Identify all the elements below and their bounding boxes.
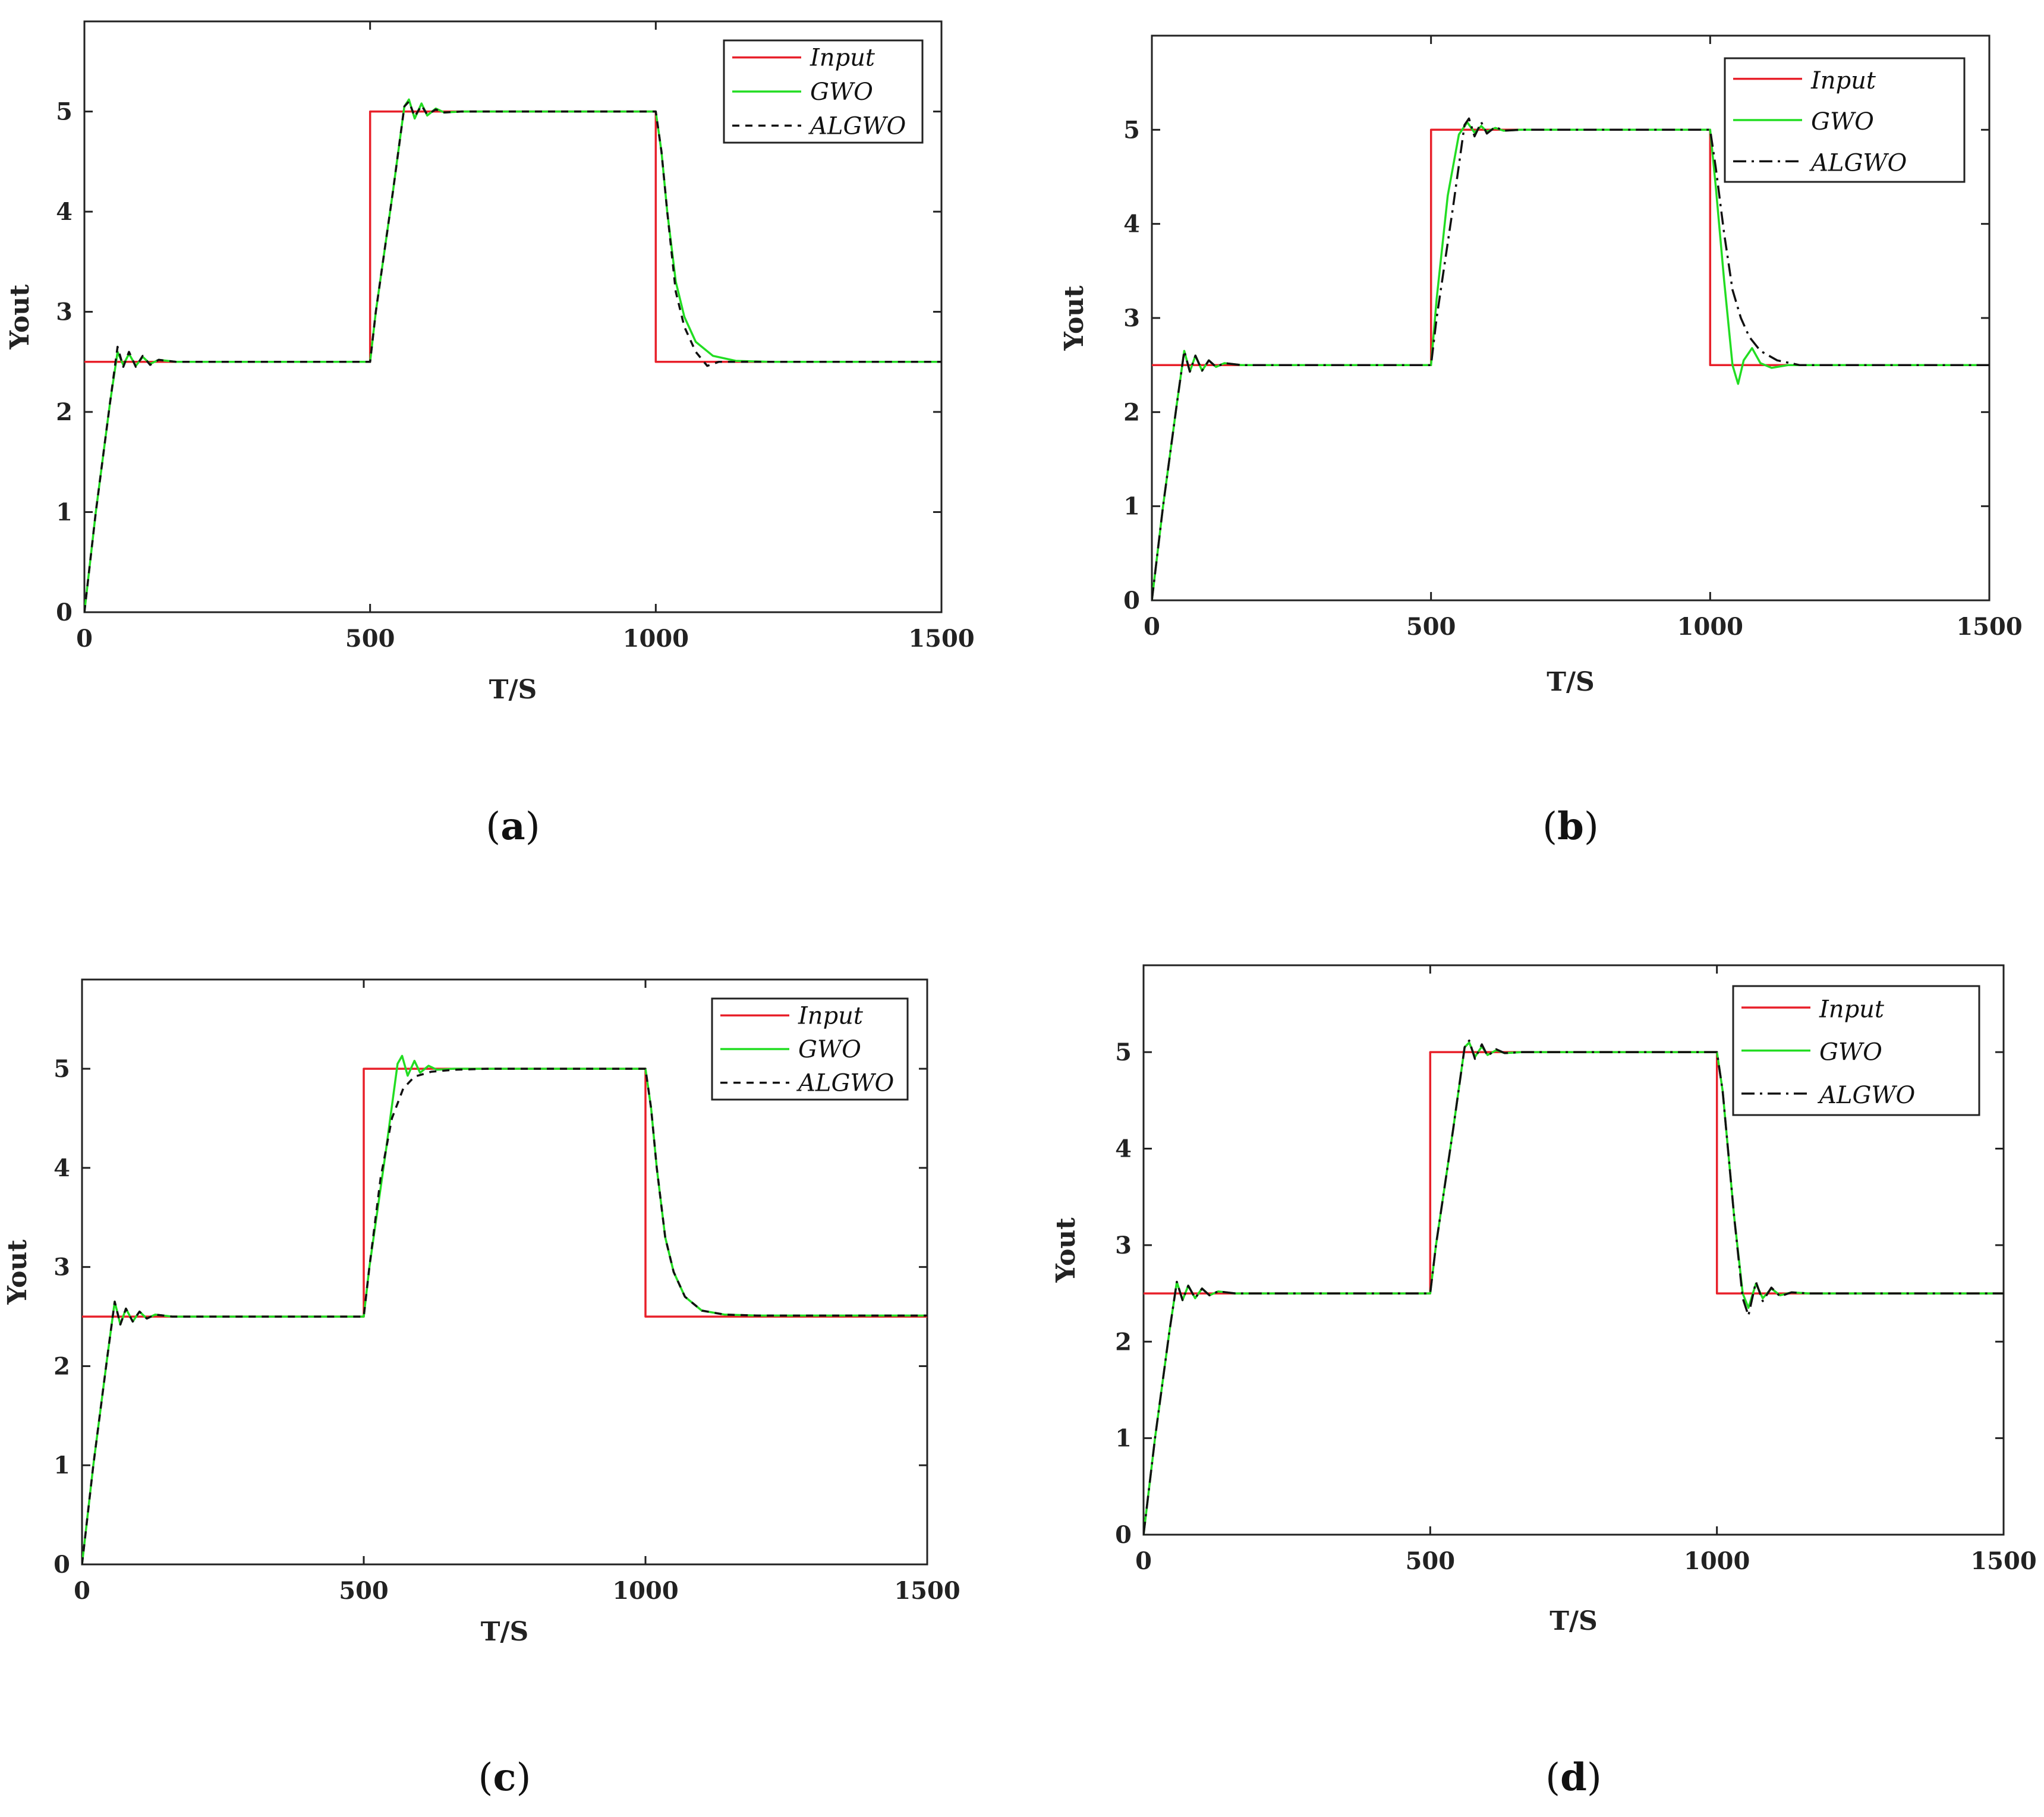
legend-label-input: Input [810, 45, 875, 72]
legend-label-input: Input [1810, 67, 1876, 95]
x-tick-label: 0 [74, 1577, 90, 1605]
panel-caption: (c) [478, 1755, 531, 1800]
y-tick-label: 3 [1115, 1232, 1132, 1259]
x-tick-label: 1000 [612, 1577, 678, 1605]
x-tick-label: 1500 [894, 1577, 960, 1605]
y-tick-label: 4 [56, 198, 73, 226]
caption-letter: b [1557, 804, 1584, 849]
legend-label-gwo: GWO [1811, 108, 1874, 136]
panel-a: 0 500 1000 1500 0 1 2 3 4 5 T/S Yout Input GWO ALGWO (a… [5, 20, 975, 849]
series-group [1152, 117, 1989, 600]
y-tick-label: 1 [56, 499, 73, 527]
y-tick-label: 3 [1123, 304, 1140, 332]
legend-label-gwo: GWO [798, 1036, 861, 1063]
x-tick-label: 500 [1406, 1547, 1456, 1575]
y-tick-label: 0 [56, 599, 73, 626]
panel-caption: (d) [1545, 1755, 1602, 1800]
y-tick-label: 1 [1115, 1425, 1132, 1453]
y-axis-label: Yout [5, 284, 35, 350]
x-tick-label: 1000 [1677, 613, 1743, 641]
legend-label-algwo: ALGWO [1809, 149, 1907, 177]
legend-label-gwo: GWO [1819, 1039, 1882, 1066]
x-tick-label: 1500 [1970, 1547, 2036, 1575]
legend-label-input: Input [798, 1002, 864, 1029]
y-tick-label: 5 [53, 1055, 70, 1083]
y-tick-label: 0 [1115, 1521, 1132, 1549]
y-tick-label: 4 [1115, 1135, 1132, 1163]
y-tick-label: 4 [1123, 210, 1140, 238]
y-tick-label: 5 [1123, 116, 1140, 144]
caption-letter: a [500, 804, 525, 849]
y-axis-label: Yout [1051, 1217, 1081, 1283]
y-tick-label: 3 [53, 1254, 70, 1281]
series-group [1144, 1039, 2004, 1535]
x-tick-label: 500 [339, 1577, 389, 1605]
series-line-algwo [1152, 117, 1989, 600]
legend-label-input: Input [1819, 996, 1885, 1023]
y-tick-label: 5 [56, 98, 73, 126]
y-tick-label: 1 [53, 1451, 70, 1479]
y-axis-label: Yout [1059, 285, 1089, 351]
y-tick-label: 0 [53, 1551, 70, 1579]
y-tick-label: 0 [1123, 587, 1140, 615]
x-tick-label: 1000 [1684, 1547, 1750, 1575]
caption-letter: c [493, 1755, 516, 1800]
caption-letter: d [1560, 1755, 1587, 1800]
series-line-algwo [1144, 1039, 2004, 1535]
y-tick-label: 4 [53, 1154, 70, 1182]
panel-caption: (b) [1542, 804, 1599, 849]
x-tick-label: 500 [345, 625, 395, 653]
x-axis-label: T/S [489, 675, 537, 705]
series-line-algwo [84, 100, 941, 612]
x-tick-label: 0 [1144, 613, 1160, 641]
panel-c: 0 500 1000 1500 0 1 2 3 4 5 T/S Yout Input GWO ALGWO (c… [2, 978, 960, 1800]
x-tick-label: 0 [1135, 1547, 1152, 1575]
panel-caption: (a) [486, 804, 540, 849]
y-tick-label: 2 [56, 398, 73, 426]
panel-b: 0 500 1000 1500 0 1 2 3 4 5 T/S Yout Input GWO ALGWO (b… [1059, 34, 2023, 849]
y-axis-label: Yout [2, 1239, 33, 1305]
x-axis-label: T/S [1549, 1606, 1598, 1636]
legend-label-algwo: ALGWO [808, 112, 906, 140]
x-tick-label: 1500 [1956, 613, 2022, 641]
x-axis-label: T/S [1547, 667, 1595, 697]
x-tick-label: 1500 [908, 625, 974, 653]
series-group [84, 98, 941, 612]
y-tick-label: 2 [1115, 1328, 1132, 1356]
y-tick-label: 3 [56, 298, 73, 326]
y-tick-label: 1 [1123, 493, 1140, 521]
legend-label-algwo: ALGWO [1817, 1082, 1915, 1109]
legend: Input GWO ALGWO [1732, 985, 1980, 1116]
y-tick-label: 2 [1123, 398, 1140, 426]
x-tick-label: 1000 [623, 625, 689, 653]
legend-label-algwo: ALGWO [796, 1070, 894, 1097]
x-tick-label: 500 [1406, 613, 1456, 641]
series-line-gwo [82, 1054, 927, 1564]
series-line-gwo [1152, 121, 1989, 600]
x-tick-label: 0 [76, 625, 93, 653]
series-group [82, 1054, 927, 1564]
legend: Input GWO ALGWO [711, 997, 909, 1101]
y-tick-label: 5 [1115, 1038, 1132, 1066]
legend: Input GWO ALGWO [1724, 57, 1966, 183]
series-line-algwo [82, 1067, 927, 1564]
panel-d: 0 500 1000 1500 0 1 2 3 4 5 T/S Yout Input GWO ALGWO (d… [1051, 964, 2037, 1800]
x-axis-label: T/S [481, 1617, 529, 1647]
legend: Input GWO ALGWO [723, 39, 924, 144]
legend-label-gwo: GWO [810, 78, 873, 106]
y-tick-label: 2 [53, 1352, 70, 1380]
